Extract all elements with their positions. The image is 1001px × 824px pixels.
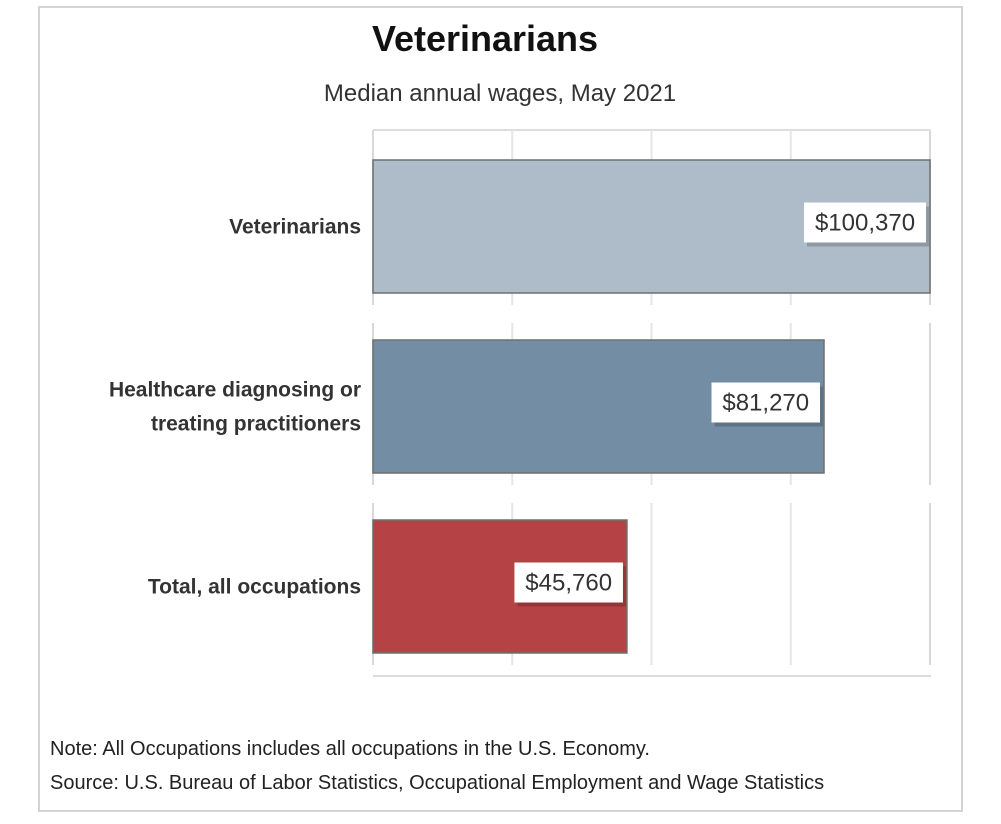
category-label: Healthcare diagnosing or [109, 379, 361, 402]
chart-title: Veterinarians [371, 18, 599, 59]
value-label-box [514, 562, 623, 603]
value-label-box [711, 382, 821, 423]
chart-subtitle: Median annual wages, May 2021 [323, 80, 677, 107]
source-note: Source: U.S. Bureau of Labor Statistics,… [50, 772, 825, 794]
category-label: Veterinarians [229, 216, 361, 239]
labels: Veterinarians $100,370 Healthcare diagnosi… [109, 202, 929, 607]
value-label-box [804, 202, 926, 243]
value-label: $45,760 [525, 570, 612, 597]
footnote: Note: All Occupations includes all occup… [50, 738, 650, 760]
row-gap [371, 305, 932, 323]
category-label: treating practitioners [151, 413, 361, 436]
value-label: $100,370 [815, 210, 915, 237]
row-gap [371, 485, 932, 503]
value-label: $81,270 [722, 390, 809, 417]
category-label: Total, all occupations [148, 576, 361, 599]
